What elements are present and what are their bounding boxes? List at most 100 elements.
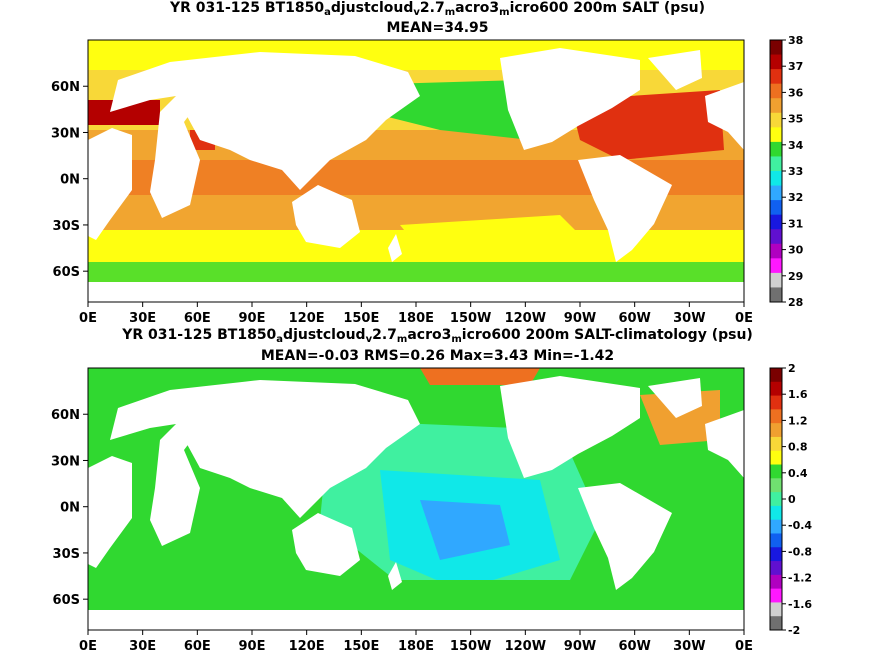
bottom-x-tick-label: 90W [564,639,596,654]
bottom-chart-subtitle: MEAN=-0.03 RMS=0.26 Max=3.43 Min=-1.42 [260,348,615,364]
top-chart-subtitle: MEAN=34.95 [386,20,489,36]
top-y-tick-label: 30N [51,126,80,141]
bottom-colorbar-swatch [770,478,782,493]
bottom-colorbar-label: -0.8 [788,545,812,558]
bottom-colorbar-label: -0.4 [788,519,812,532]
top-colorbar-swatch [770,287,782,303]
title-subscript: a [324,7,331,18]
title-subscript: m [451,334,462,345]
top-colorbar-label: 29 [788,270,803,283]
top-x-tick-label: 180E [398,311,434,326]
top-colorbar-swatch [770,98,782,114]
bottom-colorbar-swatch [770,561,782,576]
bottom-x-tick-label: 90E [239,639,266,654]
top-colorbar-swatch [770,40,782,56]
bottom-chart-title: YR 031-125 BT1850adjustcloudv2.7macro3mi… [0,327,875,348]
bottom-colorbar-swatch [770,588,782,603]
bottom-x-tick-label: 0E [79,639,97,654]
top-colorbar-swatch [770,214,782,230]
bottom-colorbar-swatch [770,602,782,617]
top-colorbar-swatch [770,272,782,288]
top-colorbar-label: 30 [788,244,804,257]
bottom-colorbar-swatch [770,450,782,466]
top-colorbar-swatch [770,243,782,259]
top-colorbar-swatch [770,229,782,245]
title-subscript: m [444,7,456,18]
top-colorbar-label: 36 [788,86,804,99]
top-colorbar-label: 32 [788,191,803,204]
bottom-colorbar-swatch [770,464,782,479]
bottom-map-pacific-blue [420,500,510,560]
bottom-colorbar-swatch [770,423,782,438]
bottom-colorbar: 2 1.6 1.2 0.8 0.4 0 -0.4 -0.8 -1.2 -1.6 -2 [769,362,812,637]
title-segment: YR 031-125 BT1850 [122,327,277,343]
top-chart-title: YR 031-125 BT1850adjustcloudv2.7macro3mi… [0,0,875,21]
bottom-colorbar-swatch [770,574,782,590]
title-segment: 2.7 [419,0,445,16]
title-segment: YR 031-125 BT1850 [169,0,325,16]
title-segment: djustcloud [283,327,366,343]
top-colorbar-swatch [770,185,782,201]
top-x-tick-label: 30E [129,311,156,326]
bottom-x-tick-label: 30W [673,639,705,654]
top-colorbar-label: 37 [788,60,803,73]
bottom-map-axes: 0E 30E 60E 90E 120E 150E 180E 150W 120W 90W 60W 30W… [51,408,753,654]
top-colorbar-swatch [770,156,782,172]
bottom-colorbar-swatch [770,368,782,383]
top-x-tick-label: 60W [618,311,650,326]
bottom-x-tick-label: 120W [505,639,546,654]
bottom-y-tick-label: 60N [51,408,80,423]
bottom-y-tick-label: 30S [53,547,80,562]
bottom-colorbar-swatch [770,519,782,534]
top-colorbar-label: 33 [788,165,803,178]
bottom-colorbar-swatch [770,381,782,397]
bottom-colorbar-label: 1.2 [788,414,808,427]
bottom-colorbar-swatch [770,533,782,548]
bottom-colorbar-label: -1.6 [788,598,812,611]
top-map-equatorial-core [88,160,744,195]
bottom-colorbar-label: -2 [788,624,800,637]
bottom-colorbar-label: 0.4 [788,467,808,480]
bottom-colorbar-swatch [770,505,782,521]
title-subscript: m [396,334,408,345]
top-colorbar-swatch [770,258,782,274]
top-colorbar-label: 38 [788,34,803,47]
top-y-tick-label: 60S [53,265,80,280]
bottom-y-tick-label: 60S [53,593,80,608]
top-x-tick-label: 150E [343,311,379,326]
bottom-colorbar-label: -1.2 [788,572,812,585]
top-map-axes: 0E 30E 60E 90E 120E 150E 180E 150W 120W 90W 60W 30W… [51,80,753,326]
bottom-y-tick-label: 0N [60,501,80,516]
top-colorbar-label: 31 [788,217,803,230]
top-map-plot [88,40,744,302]
bottom-x-tick-label: 60E [184,639,211,654]
top-colorbar-swatch [770,200,782,216]
bottom-colorbar-swatch [770,409,782,424]
top-colorbar-swatch [770,127,782,143]
title-subscript: v [365,334,373,345]
top-map-southern-ocean-fresh [88,262,744,282]
top-colorbar-label: 35 [788,113,803,126]
top-colorbar: 38 37 36 35 34 33 32 31 30 29 28 [769,34,804,309]
top-y-tick-label: 30S [53,219,80,234]
top-x-tick-label: 90W [564,311,596,326]
top-colorbar-swatch [770,112,782,128]
title-subscript: m [499,7,510,18]
bottom-x-tick-label: 180E [398,639,434,654]
top-x-tick-label: 120W [505,311,546,326]
top-colorbar-swatch [770,141,782,157]
top-colorbar-swatch [770,54,782,70]
bottom-x-tick-label: 150E [343,639,379,654]
top-colorbar-label: 28 [788,296,803,309]
bottom-colorbar-label: 1.6 [788,388,808,401]
bottom-colorbar-label: 0.8 [788,441,808,454]
top-colorbar-swatch [770,171,782,187]
title-segment: icro600 200m SALT-climatology (psu) [461,327,753,343]
bottom-colorbar-label: 0 [788,493,796,506]
bottom-colorbar-swatch [770,492,782,507]
bottom-x-tick-label: 0E [735,639,753,654]
title-segment: acro3 [455,0,500,16]
title-subscript: a [276,334,284,345]
bottom-colorbar-swatch [770,616,782,631]
bottom-x-tick-label: 30E [129,639,156,654]
